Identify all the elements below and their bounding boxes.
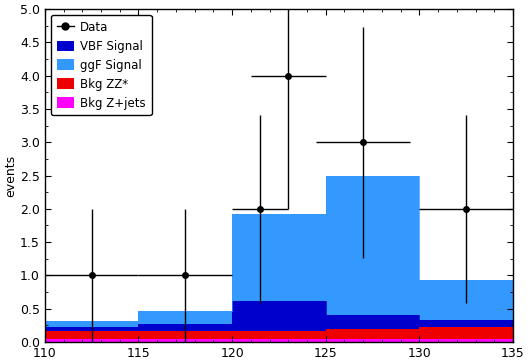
Legend: Data, VBF Signal, ggF Signal, Bkg ZZ*, Bkg Z+jets: Data, VBF Signal, ggF Signal, Bkg ZZ*, B… [51,15,152,115]
Y-axis label: events: events [4,154,17,197]
